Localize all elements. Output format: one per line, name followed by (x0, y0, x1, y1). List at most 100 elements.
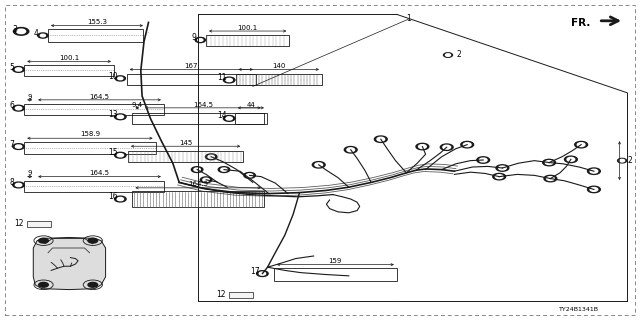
Bar (132, 191, 264, 207)
Text: 17: 17 (250, 267, 260, 276)
Circle shape (620, 159, 625, 162)
Circle shape (194, 168, 200, 171)
Text: 6: 6 (10, 101, 15, 110)
Text: 9: 9 (191, 33, 196, 42)
Circle shape (575, 141, 588, 148)
Text: 12: 12 (217, 290, 226, 299)
Circle shape (191, 167, 203, 172)
Bar (24, 104, 164, 115)
Circle shape (223, 77, 235, 83)
Text: 140: 140 (272, 63, 285, 69)
Circle shape (118, 77, 123, 80)
Circle shape (312, 162, 325, 168)
Circle shape (440, 144, 453, 150)
Circle shape (544, 175, 557, 182)
Text: 12: 12 (15, 219, 24, 228)
Circle shape (577, 143, 585, 147)
Text: FR.: FR. (571, 18, 590, 28)
Text: 100.1: 100.1 (59, 55, 79, 60)
Text: 159: 159 (329, 258, 342, 264)
Bar (235, 113, 267, 124)
Circle shape (479, 158, 487, 162)
Circle shape (223, 116, 235, 121)
Text: 44: 44 (246, 102, 255, 108)
Circle shape (564, 156, 577, 163)
Circle shape (493, 173, 506, 180)
Circle shape (117, 197, 124, 201)
Circle shape (221, 168, 227, 171)
Text: 155.3: 155.3 (87, 19, 107, 25)
Circle shape (315, 163, 323, 167)
Circle shape (38, 33, 48, 38)
Text: 164.5: 164.5 (90, 94, 109, 100)
Text: 5: 5 (10, 63, 15, 72)
Circle shape (499, 166, 506, 170)
Circle shape (195, 37, 205, 43)
Text: 2: 2 (627, 156, 632, 165)
Circle shape (543, 159, 556, 166)
Circle shape (117, 115, 124, 118)
Text: 8: 8 (10, 178, 15, 187)
Circle shape (13, 28, 29, 35)
Text: 158.9: 158.9 (80, 132, 100, 137)
Circle shape (40, 34, 45, 37)
Bar (229, 292, 253, 298)
Circle shape (115, 152, 126, 158)
Circle shape (416, 143, 429, 150)
Circle shape (205, 154, 217, 160)
Circle shape (15, 68, 22, 71)
Circle shape (15, 145, 22, 148)
Text: 7: 7 (10, 140, 15, 149)
Circle shape (88, 283, 98, 287)
Bar (128, 151, 243, 162)
Circle shape (218, 167, 230, 172)
Circle shape (477, 157, 490, 163)
Circle shape (115, 114, 126, 120)
Polygon shape (33, 237, 106, 290)
Text: 167: 167 (184, 63, 198, 69)
Text: 9.4: 9.4 (132, 102, 143, 108)
Circle shape (13, 144, 24, 149)
Circle shape (39, 283, 49, 287)
Circle shape (588, 186, 600, 193)
Circle shape (347, 148, 355, 152)
Circle shape (374, 136, 387, 142)
Circle shape (419, 145, 426, 148)
Text: 164.5: 164.5 (193, 102, 213, 108)
Circle shape (198, 39, 203, 41)
Circle shape (226, 78, 232, 82)
Text: TY24B1341B: TY24B1341B (559, 307, 599, 312)
Bar (24, 65, 114, 76)
Circle shape (590, 169, 598, 173)
Circle shape (203, 178, 209, 181)
Text: 16: 16 (108, 192, 118, 201)
Text: 145: 145 (179, 140, 192, 146)
Text: 164.5: 164.5 (188, 181, 208, 187)
Text: 15: 15 (108, 148, 118, 157)
Circle shape (226, 117, 232, 120)
Circle shape (13, 105, 24, 111)
Text: 9: 9 (28, 171, 32, 176)
Text: 4: 4 (34, 29, 39, 38)
Circle shape (246, 174, 253, 177)
Circle shape (15, 107, 22, 110)
Circle shape (618, 158, 627, 163)
Circle shape (244, 172, 255, 178)
Circle shape (590, 188, 598, 191)
Text: 14: 14 (217, 111, 227, 120)
Bar (24, 142, 156, 154)
Circle shape (444, 53, 452, 57)
Circle shape (567, 157, 575, 161)
Text: 10: 10 (108, 72, 118, 81)
Circle shape (13, 182, 24, 188)
Circle shape (344, 147, 357, 153)
Bar (274, 268, 397, 281)
Circle shape (588, 168, 600, 174)
Bar (206, 35, 289, 46)
Bar (132, 113, 264, 124)
Text: 2: 2 (457, 50, 461, 59)
Circle shape (39, 238, 49, 243)
Text: 3: 3 (12, 25, 17, 34)
Circle shape (377, 137, 385, 141)
Circle shape (117, 154, 124, 157)
